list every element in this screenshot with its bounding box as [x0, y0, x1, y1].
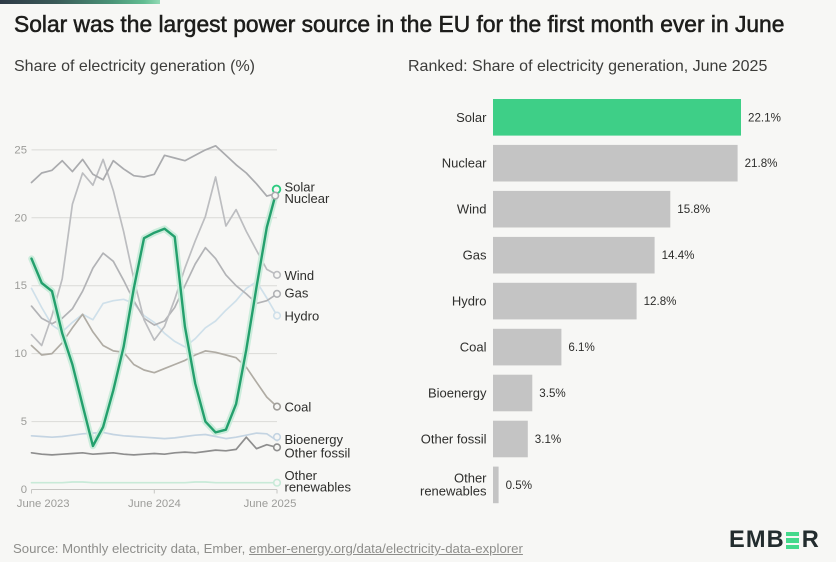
svg-text:15: 15	[14, 280, 27, 292]
svg-text:6.1%: 6.1%	[568, 341, 594, 354]
svg-text:Solar: Solar	[456, 110, 487, 125]
svg-text:21.8%: 21.8%	[745, 157, 778, 170]
svg-text:Coal: Coal	[285, 400, 312, 415]
svg-text:Wind: Wind	[285, 268, 315, 283]
svg-text:Gas: Gas	[285, 286, 309, 301]
svg-text:20: 20	[14, 212, 27, 224]
svg-text:Nuclear: Nuclear	[442, 156, 487, 171]
svg-text:Nuclear: Nuclear	[285, 191, 330, 206]
svg-text:Other: Other	[454, 470, 487, 485]
svg-text:Other fossil: Other fossil	[421, 432, 487, 447]
svg-text:Other: Other	[285, 468, 318, 483]
svg-text:25: 25	[14, 144, 27, 156]
svg-text:June 2023: June 2023	[17, 498, 70, 510]
svg-text:3.5%: 3.5%	[539, 387, 565, 400]
svg-text:Other fossil: Other fossil	[285, 446, 351, 461]
svg-text:Solar: Solar	[285, 180, 316, 195]
svg-text:0.5%: 0.5%	[506, 479, 532, 492]
svg-text:22.1%: 22.1%	[748, 111, 781, 124]
svg-text:0: 0	[21, 484, 27, 496]
svg-text:June 2025: June 2025	[244, 498, 297, 510]
svg-text:Coal: Coal	[460, 340, 487, 355]
svg-text:Bioenergy: Bioenergy	[285, 432, 344, 447]
svg-text:10: 10	[14, 348, 27, 360]
svg-text:14.4%: 14.4%	[662, 249, 695, 262]
svg-text:12.8%: 12.8%	[644, 295, 677, 308]
svg-text:Bioenergy: Bioenergy	[428, 386, 487, 401]
svg-text:renewables: renewables	[420, 483, 487, 498]
svg-text:renewables: renewables	[285, 480, 352, 495]
svg-text:15.8%: 15.8%	[677, 203, 710, 216]
svg-text:Gas: Gas	[463, 248, 487, 263]
svg-text:3.1%: 3.1%	[535, 433, 561, 446]
svg-text:5: 5	[21, 416, 27, 428]
svg-text:Hydro: Hydro	[452, 294, 487, 309]
svg-text:June 2024: June 2024	[128, 498, 181, 510]
svg-text:Hydro: Hydro	[285, 309, 320, 324]
svg-text:Wind: Wind	[457, 202, 487, 217]
